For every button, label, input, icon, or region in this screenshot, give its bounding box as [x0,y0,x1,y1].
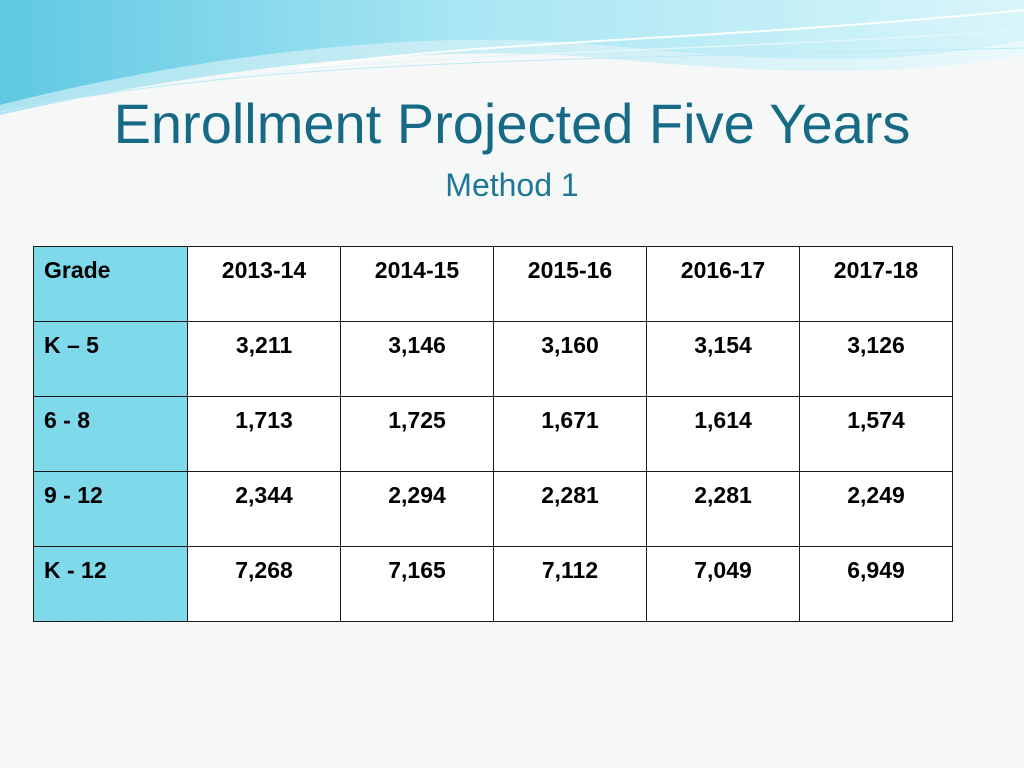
header-cell-year: 2017-18 [799,246,953,322]
value-cell: 1,713 [187,396,341,472]
enrollment-table: Grade 2013-14 2014-15 2015-16 2016-17 20… [33,246,953,622]
table-header-row: Grade 2013-14 2014-15 2015-16 2016-17 20… [33,246,953,322]
slide-title: Enrollment Projected Five Years [113,92,911,155]
value-cell: 1,614 [646,396,800,472]
table-row: 9 - 12 2,344 2,294 2,281 2,281 2,249 [33,471,953,547]
value-cell: 3,211 [187,321,341,397]
grade-cell: K - 12 [33,546,188,622]
value-cell: 3,154 [646,321,800,397]
value-cell: 2,281 [493,471,647,547]
slide-subtitle: Method 1 [445,167,579,203]
value-cell: 2,294 [340,471,494,547]
grade-cell: 6 - 8 [33,396,188,472]
decorative-wave-header [0,0,1024,115]
value-cell: 2,281 [646,471,800,547]
value-cell: 6,949 [799,546,953,622]
grade-cell: 9 - 12 [33,471,188,547]
table-row: 6 - 8 1,713 1,725 1,671 1,614 1,574 [33,396,953,472]
header-cell-year: 2013-14 [187,246,341,322]
header-cell-year: 2015-16 [493,246,647,322]
value-cell: 7,165 [340,546,494,622]
value-cell: 2,249 [799,471,953,547]
value-cell: 7,049 [646,546,800,622]
value-cell: 1,725 [340,396,494,472]
value-cell: 2,344 [187,471,341,547]
header-cell-grade: Grade [33,246,188,322]
value-cell: 1,671 [493,396,647,472]
header-cell-year: 2016-17 [646,246,800,322]
value-cell: 3,160 [493,321,647,397]
value-cell: 7,112 [493,546,647,622]
header-cell-year: 2014-15 [340,246,494,322]
value-cell: 3,146 [340,321,494,397]
table-row: K – 5 3,211 3,146 3,160 3,154 3,126 [33,321,953,397]
value-cell: 1,574 [799,396,953,472]
grade-cell: K – 5 [33,321,188,397]
table-row: K - 12 7,268 7,165 7,112 7,049 6,949 [33,546,953,622]
value-cell: 3,126 [799,321,953,397]
value-cell: 7,268 [187,546,341,622]
